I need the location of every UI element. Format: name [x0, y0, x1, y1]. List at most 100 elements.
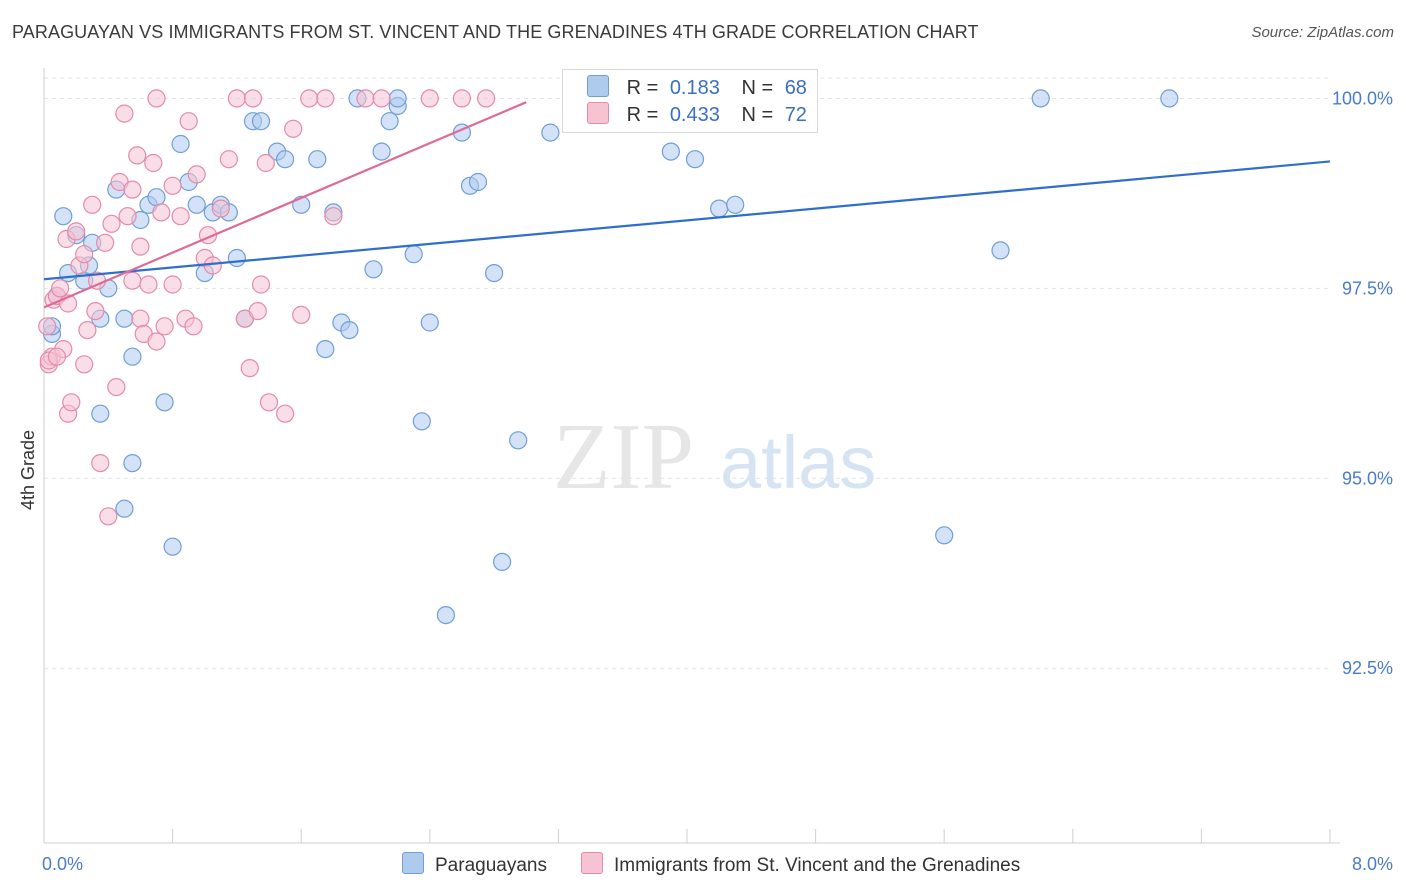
immigrant-point-10 — [67, 222, 86, 241]
legend-row-paraguayans: R = 0.183 N = 68 — [587, 75, 807, 99]
axes — [43, 68, 1340, 844]
paraguayan-point-31 — [276, 150, 295, 169]
paraguayan-point-46 — [420, 313, 439, 332]
immigrant-point-69 — [163, 275, 182, 294]
immigrant-point-71 — [47, 347, 67, 366]
legend-item-immigrants: Immigrants from St. Vincent and the Gren… — [581, 852, 1020, 877]
paraguayan-point-54 — [541, 123, 560, 142]
immigrant-point-0 — [38, 317, 57, 336]
immigrant-point-5 — [50, 279, 70, 298]
watermark-atlas: atlas — [720, 421, 876, 504]
immigrant-trend-line — [43, 101, 527, 309]
paraguayan-point-66 — [1031, 89, 1050, 108]
paraguayan-point-44 — [404, 245, 423, 264]
legend-swatch-blue — [402, 852, 424, 874]
legend-r-value: 0.433 — [669, 104, 720, 126]
immigrant-point-55 — [259, 393, 279, 412]
series-legend: Paraguayans Immigrants from St. Vincent … — [0, 852, 1406, 878]
paraguayan-point-21 — [187, 195, 206, 214]
immigrant-point-13 — [75, 355, 94, 374]
immigrant-point-15 — [83, 195, 102, 214]
immigrant-point-22 — [107, 378, 126, 397]
paraguayan-point-62 — [709, 199, 729, 218]
legend-n-label: N = — [741, 104, 774, 126]
paraguayan-point-64 — [935, 526, 954, 545]
y-tick-label-0: 92.5% — [1342, 658, 1393, 678]
source-label: Source: ZipAtlas.com — [1251, 24, 1394, 41]
immigrant-point-20 — [99, 507, 118, 526]
paraguayan-point-53 — [509, 431, 528, 450]
immigrant-point-59 — [300, 89, 319, 108]
immigrant-point-14 — [78, 321, 97, 340]
paraguayan-point-37 — [340, 321, 359, 340]
immigrant-point-9 — [62, 393, 81, 412]
y-tick-label-3: 100.0% — [1332, 88, 1393, 108]
x-tick-label-1: 8.0% — [1352, 854, 1393, 874]
y-axis-label: 4th Grade — [18, 430, 38, 510]
immigrant-point-61 — [324, 207, 343, 226]
immigrant-point-19 — [95, 233, 115, 252]
immigrant-point-62 — [356, 89, 375, 108]
data-points — [38, 89, 1179, 625]
paraguayan-point-3 — [54, 207, 73, 226]
immigrant-point-16 — [86, 302, 105, 321]
immigrant-point-42 — [187, 165, 206, 184]
immigrant-point-26 — [123, 180, 142, 199]
legend-n-value: 72 — [784, 104, 807, 126]
legend-row-immigrants: R = 0.433 N = 72 — [587, 102, 807, 126]
paraguayan-point-51 — [485, 264, 504, 283]
immigrant-point-18 — [91, 454, 110, 473]
immigrant-point-51 — [243, 89, 263, 108]
immigrant-point-56 — [276, 404, 295, 423]
legend-n-value: 68 — [784, 77, 807, 99]
paraguayan-point-29 — [251, 112, 271, 131]
legend-n-label: N = — [741, 77, 774, 99]
grid-lines — [44, 77, 1330, 669]
y-tick-labels: 92.5% 95.0% 97.5% 100.0% — [1332, 88, 1393, 678]
stats-legend: R = 0.183 N = 68 R = 0.433 N = 72 — [562, 69, 818, 133]
paraguayan-point-65 — [991, 241, 1010, 260]
paraguayan-point-67 — [1160, 89, 1179, 108]
immigrant-point-54 — [256, 153, 275, 173]
immigrant-point-63 — [372, 89, 391, 108]
immigrant-point-12 — [75, 245, 94, 264]
immigrant-point-57 — [284, 119, 303, 138]
immigrant-point-21 — [102, 214, 121, 233]
immigrant-point-24 — [115, 104, 134, 123]
legend-swatch-pink — [587, 102, 609, 124]
paraguayan-point-63 — [726, 195, 745, 214]
paraguayan-point-58 — [115, 499, 134, 518]
immigrant-point-47 — [219, 150, 238, 169]
paraguayan-point-60 — [661, 142, 681, 161]
immigrant-point-29 — [131, 237, 150, 256]
immigrant-point-27 — [123, 271, 142, 290]
x-tick-label-0: 0.0% — [42, 854, 83, 874]
trend-lines — [43, 101, 1331, 309]
immigrant-point-32 — [139, 275, 158, 294]
paraguayan-point-34 — [316, 340, 335, 359]
immigrant-point-35 — [152, 203, 171, 222]
immigrant-point-28 — [128, 146, 147, 165]
immigrant-point-41 — [184, 317, 203, 336]
immigrant-point-40 — [179, 112, 198, 131]
immigrant-point-38 — [171, 207, 190, 226]
paraguayan-point-45 — [412, 412, 431, 431]
immigrant-point-60 — [316, 89, 335, 108]
legend-r-label: R = — [626, 104, 659, 126]
immigrant-point-53 — [251, 275, 271, 294]
legend-label-paraguayans: Paraguayans — [435, 855, 547, 876]
immigrant-point-45 — [203, 256, 222, 275]
paraguayan-point-47 — [436, 605, 455, 625]
chart-title: PARAGUAYAN VS IMMIGRANTS FROM ST. VINCEN… — [12, 22, 979, 42]
watermark-zip: ZIP — [553, 405, 694, 509]
immigrant-point-37 — [163, 176, 182, 195]
x-tick-labels: 0.0% 8.0% — [42, 854, 1393, 874]
immigrant-point-58 — [292, 305, 311, 324]
immigrant-point-30 — [131, 309, 150, 328]
watermark: ZIP atlas — [553, 405, 876, 509]
paraguayan-point-43 — [388, 89, 407, 108]
legend-item-paraguayans: Paraguayans — [402, 852, 547, 877]
paraguayan-point-16 — [147, 188, 166, 207]
paraguayan-point-57 — [123, 454, 142, 473]
